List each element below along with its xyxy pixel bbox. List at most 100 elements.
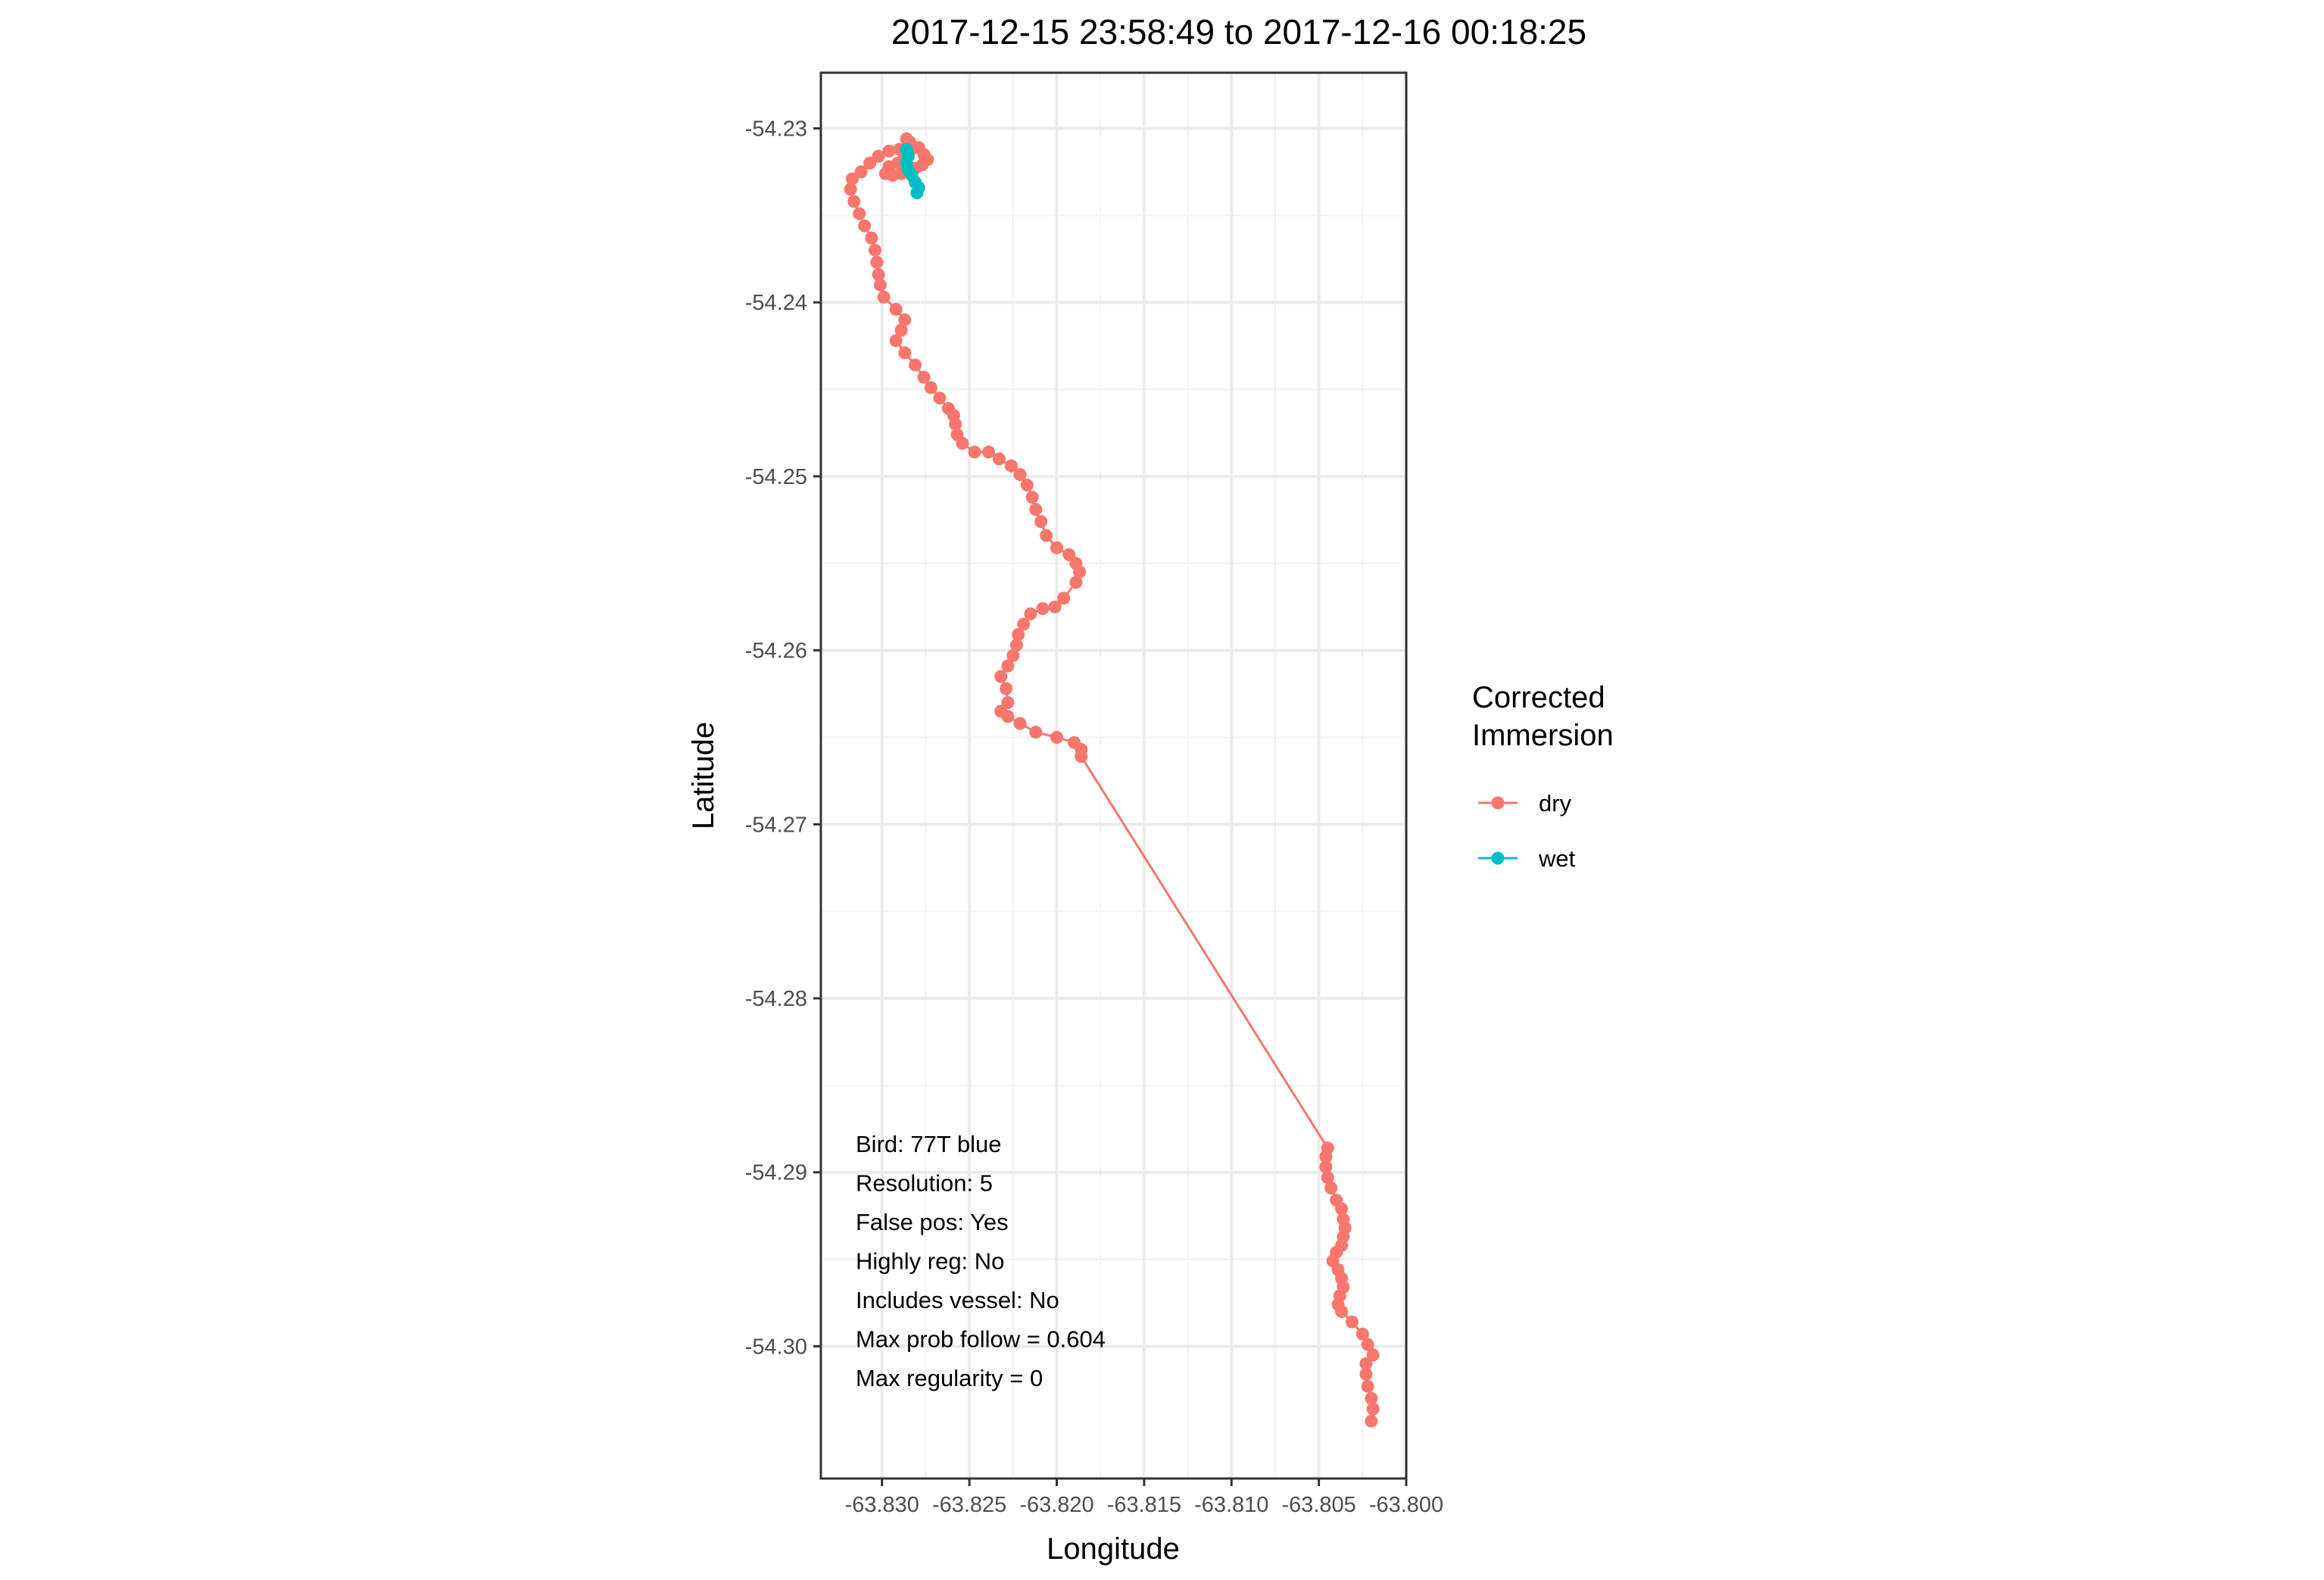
legend-title: Immersion xyxy=(1472,719,1614,752)
plot-panel-border xyxy=(819,71,1408,1480)
data-point-dry xyxy=(924,381,937,395)
data-point-dry xyxy=(1029,503,1043,517)
y-tick-label: -54.26 xyxy=(745,639,807,664)
legend: Corrected Immersion dry wet xyxy=(1472,681,1614,872)
annotation-line: Highly reg: No xyxy=(856,1248,1004,1275)
y-tick-label: -54.27 xyxy=(745,813,807,837)
data-point-dry xyxy=(1024,607,1037,620)
data-point-dry xyxy=(1017,617,1031,631)
data-point-dry xyxy=(982,445,995,459)
data-point-dry xyxy=(874,278,887,292)
y-tick-label: -54.25 xyxy=(745,465,807,489)
data-point-dry xyxy=(846,172,859,186)
data-point-dry xyxy=(1034,515,1048,529)
data-point-dry xyxy=(1073,565,1086,579)
data-point-dry xyxy=(898,313,912,326)
data-point-dry xyxy=(1048,600,1062,614)
data-point-dry xyxy=(1062,548,1076,561)
track-points xyxy=(844,132,1380,1428)
annotation-line: Includes vessel: No xyxy=(856,1287,1059,1313)
data-point-dry xyxy=(949,417,962,431)
y-axis-title: Latitude xyxy=(687,722,720,829)
x-tick-label: -63.800 xyxy=(1369,1493,1443,1517)
annotation-line: Max prob follow = 0.604 xyxy=(856,1326,1106,1353)
data-point-dry xyxy=(865,231,878,245)
y-tick-label: -54.23 xyxy=(745,117,807,142)
data-point-dry xyxy=(1012,628,1025,642)
data-point-dry xyxy=(1001,710,1015,723)
y-tick-label: -54.24 xyxy=(745,291,807,315)
data-point-dry xyxy=(1025,491,1039,504)
data-point-dry xyxy=(1036,602,1050,615)
data-point-dry xyxy=(1365,1391,1378,1405)
data-point-dry xyxy=(1359,1367,1373,1381)
data-point-dry xyxy=(854,165,868,179)
x-axis-title: Longitude xyxy=(1047,1532,1180,1566)
data-point-dry xyxy=(992,452,1006,466)
y-axis: -54.23 -54.24 -54.25 -54.26 -54.27 -54.28 -54.… xyxy=(745,117,821,1359)
data-point-dry xyxy=(870,255,884,269)
legend-label-dry: dry xyxy=(1539,790,1572,817)
legend-key-point-dry xyxy=(1491,796,1505,810)
data-point-dry xyxy=(858,219,872,233)
data-point-dry xyxy=(872,268,885,281)
data-point-dry xyxy=(889,334,903,348)
data-point-dry xyxy=(1319,1150,1333,1163)
data-point-dry xyxy=(889,302,903,316)
data-point-dry xyxy=(1005,459,1018,473)
data-point-wet xyxy=(910,186,924,199)
data-point-dry xyxy=(844,183,857,196)
data-point-dry xyxy=(1029,726,1043,739)
legend-key-point-wet xyxy=(1491,851,1505,865)
data-point-dry xyxy=(1009,639,1023,652)
data-point-dry xyxy=(933,392,947,404)
annotation-line: Resolution: 5 xyxy=(856,1170,993,1197)
x-tick-label: -63.820 xyxy=(1019,1493,1093,1517)
data-point-dry xyxy=(968,445,981,459)
annotation-line: Max regularity = 0 xyxy=(856,1365,1043,1391)
annotation-line: Bird: 77T blue xyxy=(856,1131,1001,1157)
data-point-dry xyxy=(1001,659,1015,673)
data-point-dry xyxy=(909,358,922,372)
data-point-dry xyxy=(882,144,896,158)
data-point-dry xyxy=(1001,696,1015,709)
y-tick-label: -54.28 xyxy=(745,987,807,1011)
data-point-dry xyxy=(1365,1414,1378,1428)
data-point-dry xyxy=(869,243,881,257)
data-point-dry xyxy=(1040,529,1053,542)
data-point-dry xyxy=(1361,1338,1374,1351)
data-point-dry xyxy=(1050,731,1063,744)
annotation-block: Bird: 77T blue Resolution: 5 False pos: Ye… xyxy=(856,1131,1106,1391)
data-point-dry xyxy=(1366,1348,1380,1362)
data-point-dry xyxy=(872,149,885,163)
chart-title: 2017-12-15 23:58:49 to 2017-12-16 00:18:… xyxy=(891,12,1586,52)
data-point-dry xyxy=(898,346,912,360)
data-point-dry xyxy=(847,195,861,208)
data-point-dry xyxy=(1335,1305,1349,1318)
y-tick-label: -54.29 xyxy=(745,1161,807,1185)
legend-title: Corrected xyxy=(1472,681,1605,714)
data-point-dry xyxy=(1057,592,1071,605)
x-tick-label: -63.830 xyxy=(845,1493,919,1517)
x-tick-label: -63.810 xyxy=(1194,1493,1268,1517)
data-point-dry xyxy=(1050,541,1063,554)
y-tick-label: -54.30 xyxy=(745,1335,807,1359)
data-point-dry xyxy=(1013,717,1027,730)
data-point-dry xyxy=(1013,468,1027,482)
data-point-dry xyxy=(1366,1402,1380,1416)
data-point-dry xyxy=(1000,682,1013,695)
data-point-dry xyxy=(1361,1379,1374,1393)
data-point-dry xyxy=(1355,1327,1369,1341)
data-point-dry xyxy=(863,156,877,170)
x-tick-label: -63.815 xyxy=(1107,1493,1181,1517)
data-point-dry xyxy=(917,370,931,384)
data-point-dry xyxy=(1321,1171,1334,1185)
data-point-dry xyxy=(1335,1202,1349,1216)
data-point-dry xyxy=(1346,1315,1359,1329)
x-axis: -63.830 -63.825 -63.820 -63.815 -63.810 -63.8… xyxy=(845,1479,1443,1517)
data-point-dry xyxy=(956,436,969,450)
data-point-dry xyxy=(1020,478,1034,492)
legend-label-wet: wet xyxy=(1538,845,1576,872)
data-point-dry xyxy=(1319,1160,1333,1174)
